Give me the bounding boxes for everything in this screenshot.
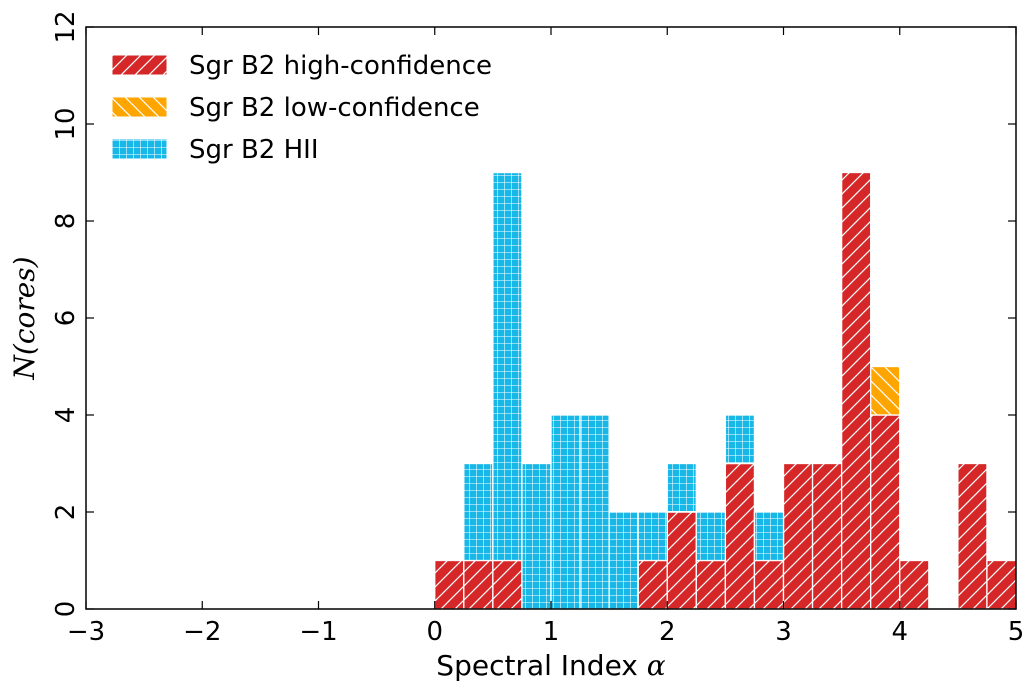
x-tick-label: 3 <box>775 617 792 647</box>
bar-diagonal-forward-15 <box>870 414 901 610</box>
bar-diagonal-forward-12 <box>782 462 814 610</box>
bar-diagonal-forward-14 <box>840 171 872 610</box>
legend-swatch-diagonal-forward <box>111 54 168 76</box>
y-tick-label: 8 <box>51 213 81 230</box>
bar-grid-3 <box>521 462 552 610</box>
x-tick-label: −2 <box>183 617 221 647</box>
x-tick-label: 1 <box>543 617 560 647</box>
bar-diagonal-forward-10 <box>724 462 756 610</box>
bar-diagonal-forward-16 <box>899 559 930 610</box>
bar-grid-1 <box>463 462 494 562</box>
bar-grid-10 <box>724 414 756 465</box>
x-tick-label: 0 <box>426 617 443 647</box>
x-axis-label-text: Spectral Index <box>436 649 638 682</box>
y-axis-label: N(cores) <box>8 256 41 380</box>
x-tick-label: 2 <box>659 617 676 647</box>
legend-label: Sgr B2 high-confidence <box>189 51 492 81</box>
x-tick-label: 5 <box>1008 617 1025 647</box>
x-tick-label: 4 <box>891 617 908 647</box>
bar-grid-9 <box>695 511 727 562</box>
y-tick-label: 4 <box>51 407 81 424</box>
x-axis-label: Spectral Index α <box>436 649 665 682</box>
legend-swatch-diagonal-back <box>111 96 168 118</box>
bar-diagonal-forward-0 <box>434 559 465 610</box>
bar-grid-4 <box>550 414 581 610</box>
bars-layer <box>434 171 1017 610</box>
bar-diagonal-forward-2 <box>492 559 523 610</box>
x-tick-label: −1 <box>299 617 337 647</box>
y-tick-label: 12 <box>51 10 81 43</box>
legend-swatch-grid <box>111 138 168 160</box>
bar-grid-5 <box>579 414 610 610</box>
bar-grid-2 <box>492 171 523 562</box>
legend-label: Sgr B2 HII <box>189 135 319 165</box>
bar-diagonal-back-15 <box>870 365 901 416</box>
x-axis-label-symbol: α <box>647 649 666 682</box>
bar-diagonal-forward-9 <box>695 559 727 610</box>
y-tick-label: 0 <box>51 601 81 618</box>
bar-grid-6 <box>608 511 639 610</box>
bar-grid-11 <box>753 511 785 562</box>
y-tick-label: 6 <box>51 310 81 327</box>
bar-diagonal-forward-19 <box>986 559 1017 610</box>
bar-diagonal-forward-13 <box>811 462 843 610</box>
bar-diagonal-forward-8 <box>666 511 697 610</box>
bar-diagonal-forward-7 <box>637 559 668 610</box>
legend: Sgr B2 high-confidence Sgr B2 low-confide… <box>111 51 492 165</box>
bar-diagonal-forward-18 <box>957 462 988 610</box>
bar-diagonal-forward-1 <box>463 559 494 610</box>
x-tick-label: −3 <box>67 617 105 647</box>
legend-label: Sgr B2 low-confidence <box>189 93 480 123</box>
bar-grid-8 <box>666 462 697 513</box>
y-tick-label: 10 <box>51 107 81 140</box>
y-tick-label: 2 <box>51 504 81 521</box>
bar-diagonal-forward-11 <box>753 559 785 610</box>
bar-grid-7 <box>637 511 668 562</box>
